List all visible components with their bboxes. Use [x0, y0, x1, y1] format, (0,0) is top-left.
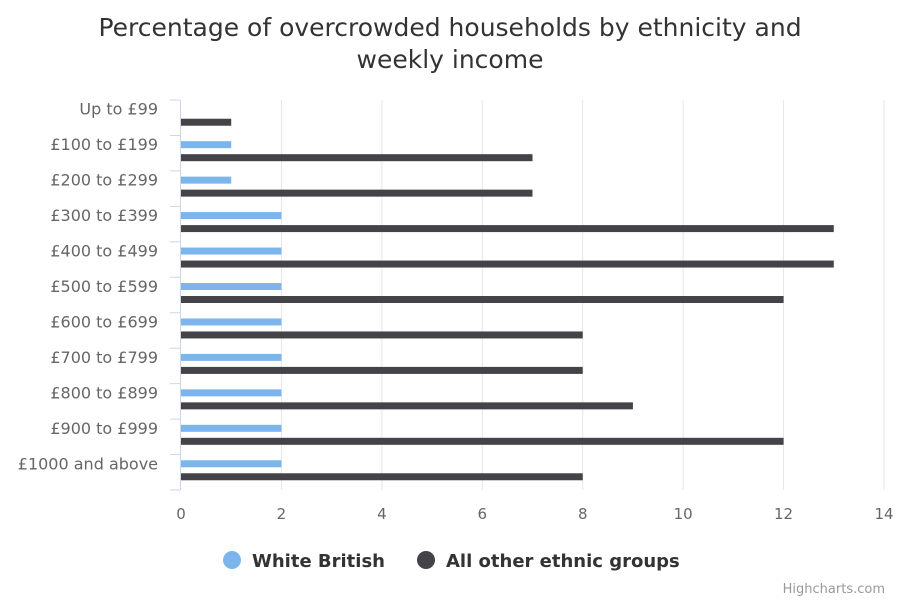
legend-symbol-all-other-ethnic-groups [417, 551, 435, 569]
legend-item-white-british[interactable]: White British [223, 551, 385, 572]
bar-white-british-500-to-599[interactable] [181, 283, 282, 290]
x-tick-label: 0 [176, 505, 186, 523]
legend-item-all-other-ethnic-groups[interactable]: All other ethnic groups [417, 551, 680, 572]
bar-all-other-ethnic-groups-100-to-199[interactable] [181, 154, 533, 162]
chart-title-line-2: weekly income [357, 45, 544, 74]
chart-title-line-1: Percentage of overcrowded households by … [98, 13, 801, 42]
bar-white-british-600-to-699[interactable] [181, 318, 282, 326]
bar-white-british-100-to-199[interactable] [181, 141, 232, 149]
bar-white-british-400-to-499[interactable] [181, 247, 282, 255]
legend-label-white-british: White British [252, 551, 385, 572]
gridlines [280, 100, 885, 490]
category-label: £1000 and above [18, 454, 158, 473]
bar-white-british-700-to-799[interactable] [181, 353, 282, 361]
bar-white-british-900-to-999[interactable] [181, 424, 282, 432]
category-label: £100 to £199 [50, 135, 158, 154]
category-label: £300 to £399 [50, 206, 158, 225]
bar-white-british-200-to-299[interactable] [181, 176, 232, 184]
bar-all-other-ethnic-groups-200-to-299[interactable] [181, 189, 533, 197]
bar-all-other-ethnic-groups-up-to-99[interactable] [181, 118, 232, 126]
credits-link[interactable]: Highcharts.com [783, 582, 885, 597]
legend-symbol-white-british [223, 551, 241, 569]
legend-label-all-other-ethnic-groups: All other ethnic groups [446, 551, 680, 572]
legend: White British All other ethnic groups [223, 551, 680, 572]
category-label: £600 to £699 [50, 312, 158, 331]
bar-all-other-ethnic-groups-600-to-699[interactable] [181, 331, 583, 339]
bar-all-other-ethnic-groups-400-to-499[interactable] [181, 260, 834, 268]
bar-all-other-ethnic-groups-900-to-999[interactable] [181, 437, 784, 445]
x-tick-label: 14 [874, 505, 893, 523]
category-label: £400 to £499 [50, 242, 158, 261]
x-tick-label: 2 [277, 505, 287, 523]
value-axis-ticks: 0 2 4 6 8 10 12 14 [176, 505, 893, 523]
bar-all-other-ethnic-groups-300-to-399[interactable] [181, 225, 834, 233]
bar-all-other-ethnic-groups-700-to-799[interactable] [181, 366, 583, 374]
x-tick-label: 12 [774, 505, 793, 523]
bar-all-other-ethnic-groups-1000-and-above[interactable] [181, 473, 583, 481]
x-tick-label: 4 [377, 505, 387, 523]
bar-all-other-ethnic-groups-800-to-899[interactable] [181, 402, 633, 410]
bar-white-british-1000-and-above[interactable] [181, 460, 282, 468]
x-tick-label: 8 [578, 505, 588, 523]
x-tick-label: 6 [478, 505, 488, 523]
x-tick-label: 10 [674, 505, 693, 523]
category-label: £700 to £799 [50, 348, 158, 367]
bar-white-british-800-to-899[interactable] [181, 389, 282, 397]
bar-white-british-300-to-399[interactable] [181, 212, 282, 220]
category-label: £500 to £599 [50, 277, 158, 296]
category-label: £800 to £899 [50, 383, 158, 402]
bar-all-other-ethnic-groups-500-to-599[interactable] [181, 296, 784, 303]
category-label: £200 to £299 [50, 171, 158, 190]
category-axis: Up to £99 £100 to £199 £200 to £299 £300 to… [18, 99, 181, 491]
category-label: Up to £99 [79, 100, 158, 119]
category-label: £900 to £999 [50, 419, 158, 438]
bars [181, 118, 834, 481]
